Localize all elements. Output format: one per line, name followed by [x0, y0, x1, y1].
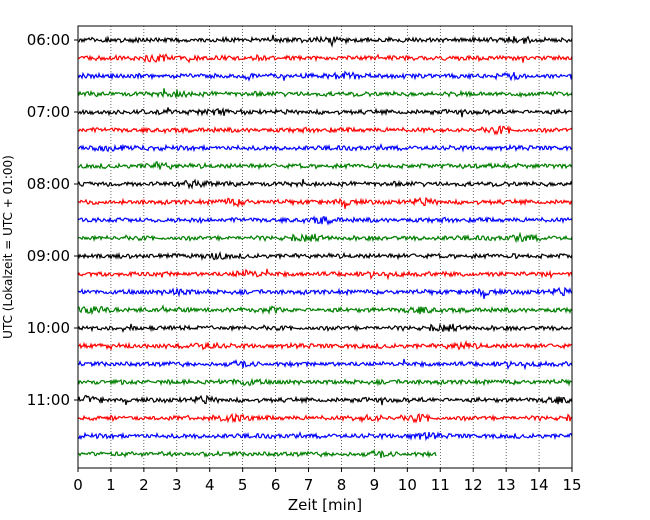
y-tick-label: 11:00	[27, 391, 70, 409]
x-tick-label: 8	[337, 476, 347, 494]
trace-08:15	[77, 196, 573, 209]
x-tick-label: 5	[238, 476, 248, 494]
trace-08:00	[77, 178, 573, 190]
x-tick-label: 3	[172, 476, 182, 494]
trace-08:45	[77, 231, 573, 244]
y-tick-label: 09:00	[27, 247, 70, 265]
trace-11:45	[77, 448, 437, 459]
x-tick-label: 6	[271, 476, 281, 494]
plot-frame	[77, 25, 573, 469]
x-tick-label: 14	[530, 476, 549, 494]
y-tick-label: 07:00	[27, 103, 70, 121]
x-tick-label: 12	[464, 476, 483, 494]
x-tick-label: 1	[106, 476, 116, 494]
trace-10:45	[77, 377, 573, 387]
trace-07:15	[77, 124, 573, 136]
trace-09:30	[77, 286, 573, 299]
trace-10:30	[77, 358, 573, 371]
trace-06:00	[77, 34, 573, 48]
x-tick-label: 13	[497, 476, 516, 494]
trace-07:00	[77, 107, 573, 118]
trace-07:45	[77, 161, 573, 171]
y-axis-label: UTC (Lokalzeit = UTC + 01:00)	[1, 155, 15, 339]
y-tick-label: 10:00	[27, 319, 70, 337]
trace-10:00	[77, 322, 573, 334]
x-tick-label: 11	[431, 476, 450, 494]
trace-09:15	[77, 268, 573, 281]
y-tick-label: 08:00	[27, 175, 70, 193]
trace-07:30	[77, 143, 573, 153]
y-axis-ticks: 06:00 07:00 08:00 09:00 10:00 11:00	[27, 31, 78, 409]
x-axis-ticks: 0 1 2 3 4 5 6 7 8 9 10 11 12 13 14 15	[73, 468, 582, 494]
traces	[77, 34, 573, 459]
trace-10:15	[77, 339, 573, 352]
trace-09:45	[77, 304, 573, 316]
x-tick-label: 15	[562, 476, 581, 494]
y-tick-label: 06:00	[27, 31, 70, 49]
trace-06:45	[77, 88, 573, 99]
trace-06:30	[77, 70, 573, 82]
trace-11:30	[77, 431, 573, 442]
x-tick-label: 2	[139, 476, 149, 494]
x-tick-label: 9	[370, 476, 380, 494]
trace-06:15	[77, 53, 573, 64]
trace-11:15	[77, 412, 573, 424]
trace-09:00	[77, 250, 573, 262]
trace-08:30	[77, 215, 573, 226]
x-tick-label: 0	[73, 476, 83, 494]
trace-11:00	[77, 394, 573, 406]
x-tick-label: 10	[398, 476, 417, 494]
x-tick-label: 7	[304, 476, 314, 494]
x-tick-label: 4	[205, 476, 215, 494]
x-axis-label: Zeit [min]	[288, 496, 362, 514]
